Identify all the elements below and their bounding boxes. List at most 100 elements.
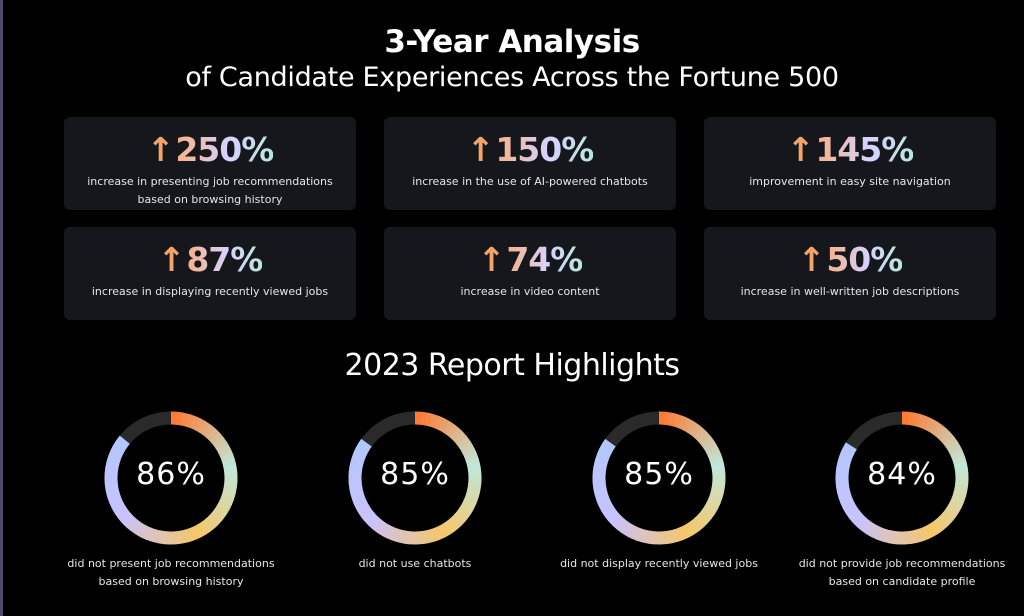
donut-arc-segment (936, 427, 950, 441)
donut-arc-segment (363, 512, 378, 526)
donut-arc-segment (180, 412, 190, 427)
donut-arc-segment (673, 527, 684, 542)
donut-arc-segment (215, 503, 230, 516)
donut-arc-segment (943, 435, 958, 449)
donut-arc-segment (197, 521, 210, 536)
donut-arc-segment (946, 440, 961, 453)
donut-arc-segment (861, 520, 874, 535)
donut-arc-segment (947, 501, 962, 513)
donut-arc-segment (607, 512, 622, 526)
donut-arc-segment (601, 504, 616, 517)
stat-value: ↑145% (704, 131, 996, 169)
donut-arc-segment (705, 445, 721, 458)
donut-arc-segment (372, 518, 385, 534)
donut-arc-segment (840, 446, 855, 458)
donut-arc-segment (151, 529, 161, 544)
donut-arc-segment (193, 524, 205, 539)
donut-arc-segment (703, 502, 719, 515)
donut-arc-segment (212, 436, 228, 450)
donut-arc-segment (357, 438, 372, 451)
donut-arc-segment (202, 424, 216, 439)
donut-arc-segment (387, 526, 398, 541)
stat-value: ↑150% (384, 131, 676, 169)
donut-arc-segment (456, 506, 472, 520)
donut-arc-segment (678, 525, 690, 541)
donut-arc-segment (927, 522, 940, 537)
donut-arc-segment (866, 523, 879, 538)
donut-arc-segment (845, 506, 860, 520)
donut-arc-segment (690, 423, 704, 438)
donut-arc-segment (690, 517, 704, 532)
donut-arc-segment (188, 526, 200, 541)
donut-arc-segment (208, 511, 223, 525)
donut-arc-segment (911, 412, 921, 427)
donut-arc-segment (664, 530, 673, 545)
donut-arc-segment (625, 524, 638, 539)
donut-arc-segment (135, 523, 148, 538)
donut-arc-segment (951, 492, 966, 503)
donut-arc-segment (693, 427, 708, 442)
donut-arc-segment (446, 517, 460, 532)
stat-value: ↑250% (64, 131, 356, 169)
donut-arc-segment (157, 530, 166, 545)
donut-arc-segment (184, 528, 194, 543)
donut-arc-segment (434, 525, 446, 541)
donut-arc-segment (398, 529, 407, 544)
donut-arc-segment (450, 514, 464, 528)
donut-arc-segment (596, 495, 611, 507)
donut-arc-segment (110, 444, 125, 457)
stat-description: increase in presenting job recommendatio… (87, 175, 333, 206)
donut-arc-segment (376, 521, 390, 537)
donut-arc-segment (179, 529, 189, 544)
donut-arc-segment (697, 431, 712, 445)
donut-arc-segment (424, 412, 434, 427)
donut-arc-segment (838, 493, 853, 505)
donut-percent: 85% (380, 457, 450, 492)
donut-arc-segment (125, 517, 140, 532)
donut-arc-segment (669, 529, 679, 544)
up-arrow-icon: ↑ (786, 130, 815, 169)
donut-arc-segment (620, 521, 634, 537)
donut-arc-segment (117, 510, 132, 524)
donut-arc-segment (700, 436, 715, 449)
stat-description: increase in the use of AI-powered chatbo… (412, 175, 648, 188)
donut-arc-segment (429, 527, 440, 542)
donut-arc-segment (938, 513, 953, 527)
donut-label: did not present job recommendations base… (67, 557, 275, 588)
donut-arc-segment (598, 500, 613, 512)
donut-arc-segment (871, 525, 883, 540)
donut-percent: 84% (867, 457, 937, 492)
donut-arc-segment (449, 427, 464, 442)
stat-card: ↑150% increase in the use of AI-powered … (384, 117, 676, 210)
donut-arc-segment (198, 420, 211, 436)
stat-number: 145% (815, 130, 914, 169)
donut-arc-segment (392, 528, 403, 543)
page-title: 3-Year Analysis (384, 24, 640, 60)
donut-arc-segment (928, 420, 942, 435)
donut-arc-segment (212, 507, 227, 521)
donut-arc-segment (918, 526, 929, 542)
donut-arc-segment (215, 441, 231, 454)
donut-arc-segment (459, 440, 474, 453)
highlights-title: 2023 Report Highlights (344, 348, 680, 383)
up-arrow-icon: ↑ (146, 130, 175, 169)
up-arrow-icon: ↑ (157, 240, 186, 279)
donut-arc-segment (456, 436, 471, 449)
donut-arc-segment (111, 502, 126, 514)
stat-number: 74% (506, 240, 583, 279)
donut-arc-segment (906, 411, 915, 426)
donut-arc-segment (616, 518, 629, 534)
donut-arc-segment (453, 431, 468, 445)
donut-arc-segment (682, 523, 695, 538)
donut-arc-segment (697, 510, 712, 524)
donut-arc-segment (876, 527, 887, 542)
donut-percent: 85% (624, 457, 694, 492)
donut-arc-segment (219, 494, 235, 506)
donut-ring (104, 411, 238, 545)
donut-arc-segment (355, 443, 370, 455)
donut-arc-segment (453, 510, 468, 524)
donut-arc-segment (700, 506, 716, 520)
donut-arc-segment (944, 505, 960, 518)
stat-value: ↑74% (384, 241, 676, 279)
donut-arc-segment (708, 493, 723, 504)
